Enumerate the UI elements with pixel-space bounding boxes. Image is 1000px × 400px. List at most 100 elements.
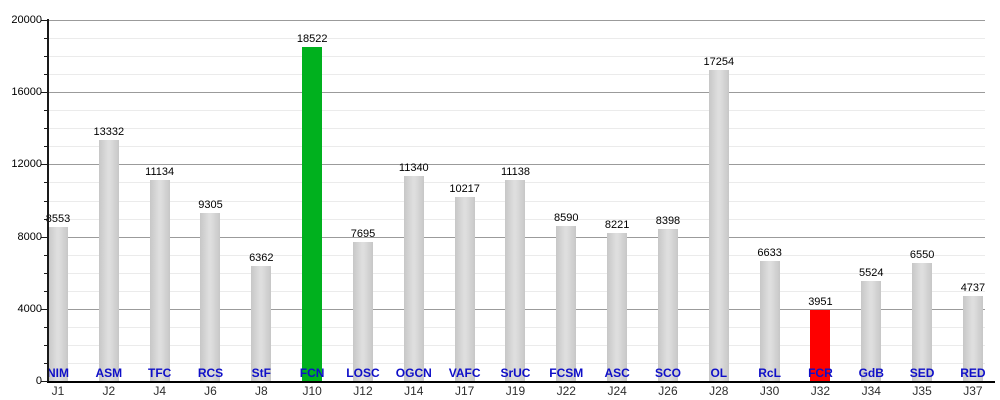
bar-value-label: 5524 [859, 267, 884, 280]
x-tick-label: J10 [302, 384, 322, 398]
x-tick-label: J8 [254, 384, 268, 398]
y-axis-major-tick [41, 92, 48, 94]
team-label: SCO [654, 366, 681, 380]
y-axis-line [47, 19, 49, 383]
x-tick-label: J34 [861, 384, 881, 398]
bar [708, 69, 729, 381]
bar-column: 9305 RCS [185, 20, 235, 381]
team-label: RED [960, 366, 986, 380]
bar [200, 213, 221, 381]
x-tick-label: J14 [404, 384, 424, 398]
team-label: RCS [197, 366, 224, 380]
bar-column: 7695 LOSC [338, 20, 388, 381]
bar-column: 11134 TFC [135, 20, 185, 381]
bar-value-label: 8398 [655, 215, 681, 228]
x-tick-label: J28 [709, 384, 729, 398]
y-tick-label: 8000 [17, 230, 42, 243]
bar [454, 196, 475, 381]
y-axis-minor-tick [44, 110, 48, 112]
bar-value-label: 17254 [703, 55, 735, 68]
bar [352, 242, 373, 381]
y-tick-label: 16000 [11, 86, 42, 99]
y-axis-minor-tick [44, 290, 48, 292]
bar-value-label: 18522 [296, 32, 328, 45]
plot-area: 8553 NIM 13332 ASM 11134 TFC 9305 RCS 6362 StF 185… [46, 20, 986, 381]
x-tick-label: J19 [505, 384, 526, 398]
team-label: FCR [808, 366, 833, 380]
y-axis-minor-tick [44, 218, 48, 220]
bar [556, 225, 577, 381]
bar-column: 8590 FCSM [541, 20, 591, 381]
bar-column: 8398 SCO [643, 20, 693, 381]
gridline-minor [48, 146, 985, 148]
team-label: RcL [758, 366, 781, 380]
y-axis-minor-tick [44, 74, 48, 76]
bar [48, 226, 68, 381]
bar-column: 18522 FCN [287, 20, 337, 381]
x-tick-label: J17 [454, 384, 475, 398]
y-axis-minor-tick [44, 272, 48, 274]
x-tick-label: J12 [353, 384, 373, 398]
bar-column: 17254 OL [694, 20, 744, 381]
y-axis-minor-tick [44, 254, 48, 256]
x-tick-label: J24 [607, 384, 627, 398]
y-axis-minor-tick [44, 146, 48, 148]
bar [962, 295, 983, 381]
bar-column: 11340 OGCN [389, 20, 439, 381]
bar-column: 10217 VAFC [440, 20, 490, 381]
bar-column: 4737 RED [948, 20, 998, 381]
gridline-minor [48, 38, 985, 40]
bar [149, 180, 170, 381]
x-tick-label: J2 [102, 384, 116, 398]
team-label: StF [251, 366, 271, 380]
bar [505, 179, 526, 381]
bar-column: 6550 SED [897, 20, 947, 381]
y-tick-label: 12000 [11, 158, 42, 171]
bar-column: 3951 FCR [795, 20, 845, 381]
x-tick-label: J4 [153, 384, 166, 398]
gridline-minor [48, 74, 985, 76]
gridline-minor [48, 56, 985, 58]
bar [912, 262, 933, 381]
bar-value-label: 11138 [500, 165, 530, 178]
bar-value-label: 3951 [808, 295, 833, 308]
bar-value-label: 9305 [198, 199, 223, 212]
y-axis-minor-tick [44, 200, 48, 202]
bar [403, 176, 424, 381]
y-axis-minor-tick [44, 56, 48, 58]
team-label: TFC [147, 366, 172, 380]
y-axis-major-tick [41, 20, 48, 21]
bar-value-label: 7695 [350, 228, 376, 241]
y-axis-minor-tick [44, 128, 48, 130]
y-axis-minor-tick [44, 326, 48, 328]
bar [607, 232, 628, 381]
bar-value-label: 8590 [554, 211, 579, 224]
y-axis-major-tick [41, 308, 48, 310]
y-tick-label: 4000 [17, 302, 42, 315]
team-label: ASM [95, 366, 123, 380]
bar-column: 6362 StF [236, 20, 286, 381]
gridline-major [48, 20, 985, 21]
team-label: NIM [47, 366, 69, 380]
bar-value-label: 11134 [145, 166, 175, 179]
bar [98, 140, 119, 381]
y-tick-label: 0 [35, 375, 42, 387]
team-label: FCN [299, 366, 325, 380]
y-axis-minor-tick [44, 362, 48, 364]
bar-column: 6633 RcL [745, 20, 795, 381]
x-tick-label: J26 [658, 384, 678, 398]
x-tick-label: J35 [912, 384, 932, 398]
y-axis-major-tick [41, 164, 48, 166]
team-label: VAFC [448, 366, 481, 380]
bar [251, 266, 272, 381]
team-label: OGCN [395, 366, 432, 380]
bar-column: 11138 SrUC [490, 20, 540, 381]
x-tick-label: J37 [963, 384, 983, 398]
bar-min-highlight [810, 309, 831, 381]
bar [861, 281, 882, 381]
x-tick-label: J6 [204, 384, 217, 398]
bar-value-label: 4737 [960, 281, 986, 294]
team-label: SrUC [500, 366, 531, 380]
team-label: GdB [858, 366, 884, 380]
